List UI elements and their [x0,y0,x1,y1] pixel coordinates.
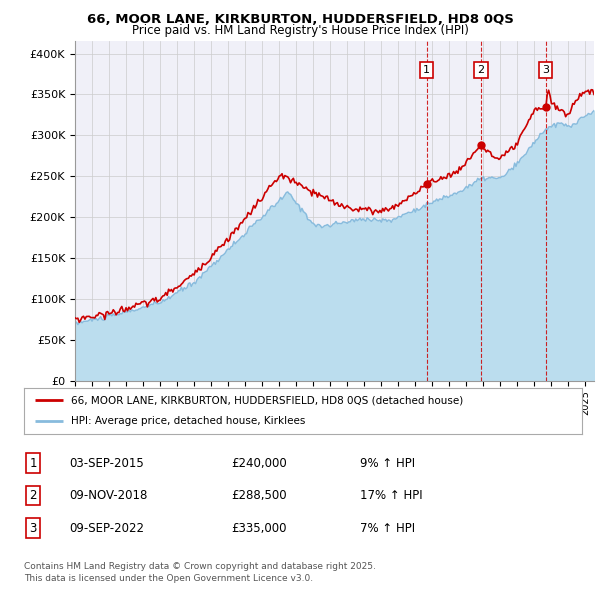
Text: 09-NOV-2018: 09-NOV-2018 [69,489,148,502]
Text: 09-SEP-2022: 09-SEP-2022 [69,522,144,535]
Text: £240,000: £240,000 [231,457,287,470]
Text: Contains HM Land Registry data © Crown copyright and database right 2025.
This d: Contains HM Land Registry data © Crown c… [24,562,376,583]
Text: 3: 3 [29,522,37,535]
Text: 2: 2 [477,65,484,75]
Text: 03-SEP-2015: 03-SEP-2015 [69,457,144,470]
Text: 3: 3 [542,65,550,75]
Text: 1: 1 [29,457,37,470]
Text: HPI: Average price, detached house, Kirklees: HPI: Average price, detached house, Kirk… [71,417,306,427]
Text: £288,500: £288,500 [231,489,287,502]
Text: 2: 2 [29,489,37,502]
Text: 9% ↑ HPI: 9% ↑ HPI [360,457,415,470]
Text: £335,000: £335,000 [231,522,287,535]
Text: 17% ↑ HPI: 17% ↑ HPI [360,489,422,502]
Text: 66, MOOR LANE, KIRKBURTON, HUDDERSFIELD, HD8 0QS (detached house): 66, MOOR LANE, KIRKBURTON, HUDDERSFIELD,… [71,395,464,405]
Text: 7% ↑ HPI: 7% ↑ HPI [360,522,415,535]
Text: 66, MOOR LANE, KIRKBURTON, HUDDERSFIELD, HD8 0QS: 66, MOOR LANE, KIRKBURTON, HUDDERSFIELD,… [86,13,514,26]
Text: Price paid vs. HM Land Registry's House Price Index (HPI): Price paid vs. HM Land Registry's House … [131,24,469,37]
Text: 1: 1 [423,65,430,75]
